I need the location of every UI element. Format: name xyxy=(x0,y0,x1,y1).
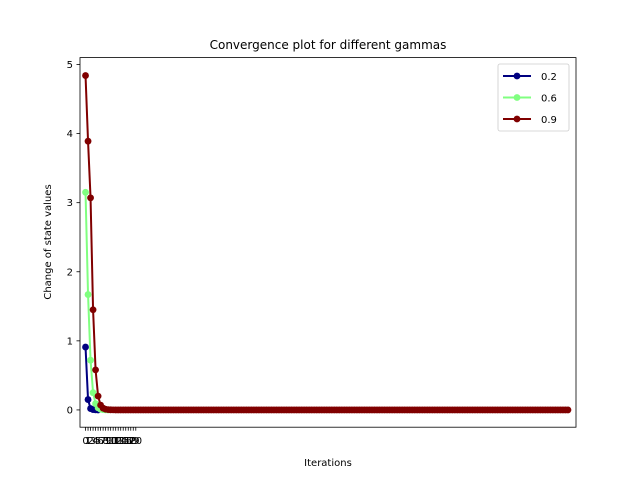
x-tick-label: 15 xyxy=(117,436,130,447)
x-tick-label: 13 xyxy=(112,436,125,447)
data-point xyxy=(94,392,102,400)
x-tick-label: 16 xyxy=(119,436,132,447)
legend-marker xyxy=(513,72,521,80)
x-tick-label: 17 xyxy=(122,436,135,447)
data-point xyxy=(89,389,97,397)
data-point xyxy=(84,137,92,145)
x-tick-label: 1 xyxy=(85,436,91,447)
data-point xyxy=(564,406,572,414)
x-tick-label: 8 xyxy=(102,436,108,447)
x-tick-label: 11 xyxy=(107,436,120,447)
legend-label: 0.9 xyxy=(541,115,557,126)
y-axis: 0 1 2 3 4 5 xyxy=(67,60,80,416)
x-tick-label: 20 xyxy=(129,436,142,447)
legend-label: 0.6 xyxy=(541,94,557,105)
chart-title: Convergence plot for different gammas xyxy=(210,38,447,52)
y-tick-label: 2 xyxy=(67,267,73,278)
legend-entry: 0.6 xyxy=(503,94,557,105)
y-tick-label: 0 xyxy=(67,405,73,416)
data-point xyxy=(84,291,92,298)
x-tick-label: 9 xyxy=(105,436,111,447)
legend-entry: 0.2 xyxy=(503,72,557,83)
x-tick-label: 2 xyxy=(87,436,93,447)
x-tick-label: 10 xyxy=(104,436,117,447)
data-point xyxy=(82,343,89,351)
data-point xyxy=(92,366,99,374)
series-layer xyxy=(82,72,572,414)
x-tick-label: 0 xyxy=(82,436,88,447)
data-point xyxy=(87,194,94,202)
y-tick-label: 1 xyxy=(67,336,73,347)
y-tick-label: 3 xyxy=(67,198,73,209)
x-tick-label: 7 xyxy=(100,436,106,447)
legend-marker xyxy=(513,94,521,101)
x-tick-label: 6 xyxy=(97,436,103,447)
y-axis-label: Change of state values xyxy=(43,184,54,299)
data-point xyxy=(82,188,89,196)
y-tick-label: 4 xyxy=(67,129,73,140)
data-point xyxy=(89,306,97,314)
legend-marker xyxy=(513,115,521,123)
legend-frame xyxy=(497,63,570,132)
x-tick-label: 14 xyxy=(114,436,127,447)
x-tick-label: 18 xyxy=(124,436,137,447)
data-point xyxy=(82,72,89,79)
series-0.9 xyxy=(82,72,572,414)
x-tick-label: 19 xyxy=(127,436,140,447)
legend-label: 0.2 xyxy=(541,72,557,83)
y-tick-label: 5 xyxy=(67,60,73,71)
x-axis-label: Iterations xyxy=(304,458,352,469)
legend-entry: 0.9 xyxy=(503,115,557,126)
plot-frame xyxy=(79,57,577,428)
x-tick-label: 5 xyxy=(95,436,101,447)
legend: 0.2 0.6 0.9 xyxy=(497,63,570,132)
x-tick-label: 4 xyxy=(92,436,98,447)
data-point xyxy=(84,396,92,403)
x-tick-label: 12 xyxy=(109,436,122,447)
x-tick-label: 3 xyxy=(90,436,96,447)
data-point xyxy=(87,356,94,364)
